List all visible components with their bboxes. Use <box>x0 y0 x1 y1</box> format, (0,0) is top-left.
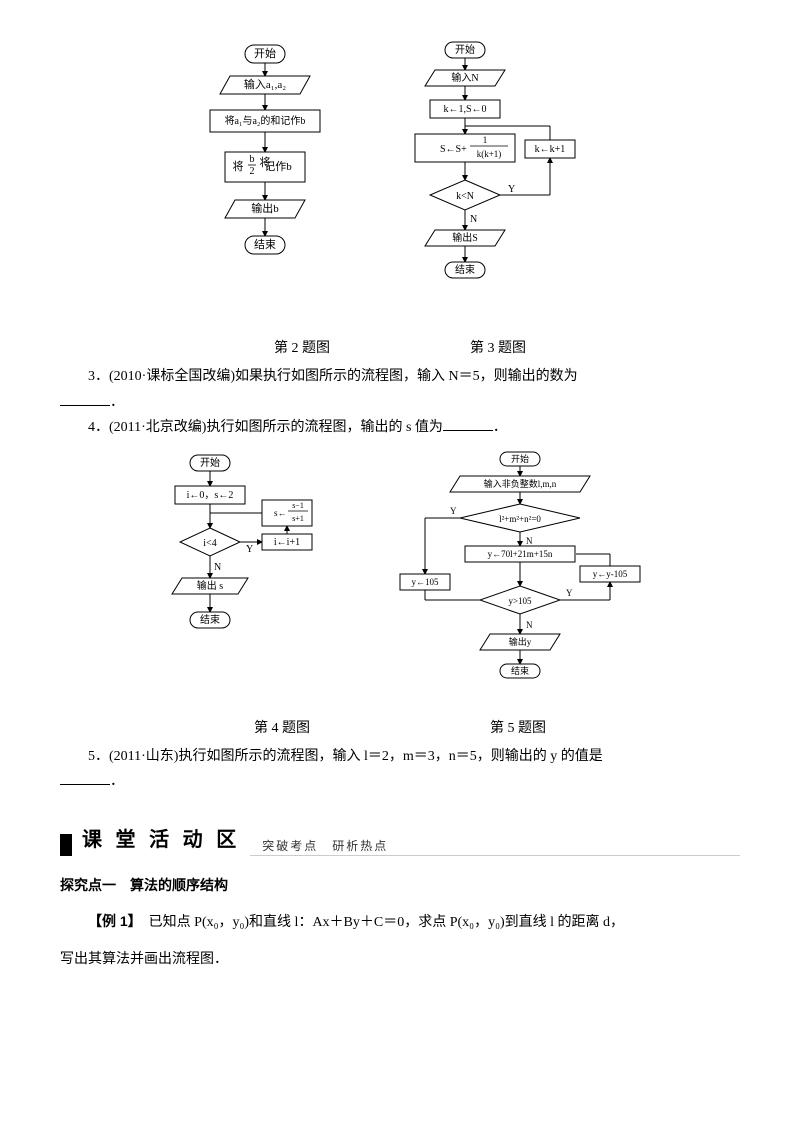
fc5-y2: Y <box>566 588 573 598</box>
fc5-output: 输出y <box>509 636 532 647</box>
svg-text:记作b: 记作b <box>264 160 292 173</box>
fc3-input: 输入N <box>451 71 478 84</box>
flowchart-row-2-3: 开始 输入a₁,a₂ 将a₁与a₂的和记作b 将 b 2 记作b 将 输出b 结… <box>60 40 740 330</box>
fc5-set105: y←105 <box>412 577 440 587</box>
fc5-calcy: y←70l+21m+15n <box>488 549 553 559</box>
svg-text:2: 2 <box>250 166 255 177</box>
section-header: 课 堂 活 动 区 突破考点 研析热点 <box>60 824 740 856</box>
fc4-output: 输出 s <box>197 579 223 592</box>
fc3-no: N <box>470 214 477 225</box>
fc4-cond: i<4 <box>203 538 216 549</box>
flowchart-3: 开始 输入N k←1,S←0 S←S+ 1 k(k+1) k<N Y k←k+1… <box>390 40 600 330</box>
question-5: 5．(2011·山东)执行如图所示的流程图，输入 l＝2，m＝3，n＝5，则输出… <box>60 746 740 768</box>
fc4-end: 结束 <box>200 613 220 626</box>
fig5-caption: 第 5 题图 <box>490 718 546 740</box>
question-4: 4．(2011·北京改编)执行如图所示的流程图，输出的 s 值为． <box>60 416 740 439</box>
example-1: 【例 1】 已知点 P(x₀，y₀)和直线 l：Ax＋By＋C＝0，求点 P(x… <box>60 910 740 934</box>
flowchart-row-4-5: 开始 i←0，s←2 i<4 Y i←i+1 s← s−1 s+1 N 输出 s… <box>60 450 740 710</box>
example-text-a: 已知点 P(x₀，y₀)和直线 l：Ax＋By＋C＝0，求点 P(x₀，y₀)到… <box>135 915 624 930</box>
svg-text:S←S+: S←S+ <box>440 144 467 155</box>
fc4-start: 开始 <box>200 456 220 469</box>
example-label: 【例 1】 <box>88 913 135 929</box>
fc2-start: 开始 <box>254 46 276 60</box>
svg-text:s−1: s−1 <box>292 501 304 510</box>
fc3-init: k←1,S←0 <box>443 104 486 115</box>
fc4-init: i←0，s←2 <box>187 490 234 501</box>
flowchart-4: 开始 i←0，s←2 i<4 Y i←i+1 s← s−1 s+1 N 输出 s… <box>150 450 330 680</box>
question-3: 3．(2010·课标全国改编)如果执行如图所示的流程图，输入 N＝5，则输出的数… <box>60 366 740 388</box>
svg-text:s+1: s+1 <box>292 514 304 523</box>
fig-labels-4-5: 第 4 题图 第 5 题图 <box>60 718 740 740</box>
fc2-end: 结束 <box>254 238 276 251</box>
fc5-end: 结束 <box>511 665 529 676</box>
fc3-end: 结束 <box>455 263 475 276</box>
fc3-inc: k←k+1 <box>535 144 566 155</box>
fc5-sub105: y←y-105 <box>593 569 628 579</box>
fc5-start: 开始 <box>511 453 529 464</box>
fig3-caption: 第 3 题图 <box>470 338 526 360</box>
example-text-b: 写出其算法并画出流程图． <box>60 949 740 971</box>
fc5-n2: N <box>526 620 533 630</box>
fig4-caption: 第 4 题图 <box>254 718 310 740</box>
flowchart-2: 开始 输入a₁,a₂ 将a₁与a₂的和记作b 将 b 2 记作b 将 输出b 结… <box>200 40 330 310</box>
section-title: 课 堂 活 动 区 <box>82 824 240 856</box>
fc3-cond: k<N <box>456 191 474 202</box>
fig2-caption: 第 2 题图 <box>274 338 330 360</box>
section-subtitle: 突破考点 研析热点 <box>258 837 392 856</box>
fc4-no: N <box>214 562 221 573</box>
fig-labels-2-3: 第 2 题图 第 3 题图 <box>60 338 740 360</box>
fc3-yes: Y <box>508 184 515 195</box>
section-divider: 突破考点 研析热点 <box>250 843 740 856</box>
fc5-y1: Y <box>450 506 457 516</box>
fc5-condy: y>105 <box>508 596 532 606</box>
section-block-icon <box>60 834 72 856</box>
fc2-input: 输入a₁,a₂ <box>244 77 286 91</box>
fc5-n1: N <box>526 536 533 546</box>
fc5-condzero: l²+m²+n²=0 <box>499 514 541 524</box>
fc5-input: 输入非负整数l,m,n <box>484 478 557 489</box>
fc3-start: 开始 <box>455 43 475 56</box>
blank-q3[interactable] <box>60 391 110 406</box>
svg-text:1: 1 <box>483 135 488 145</box>
blank-q4[interactable] <box>443 416 493 431</box>
fc4-yes: Y <box>246 544 253 555</box>
fc3-output: 输出S <box>452 231 478 244</box>
fc4-updi: i←i+1 <box>274 537 300 548</box>
flowchart-5: 开始 输入非负整数l,m,n l²+m²+n²=0 Y y←105 N y←70… <box>390 450 650 710</box>
blank-q5[interactable] <box>60 770 110 785</box>
svg-text:k(k+1): k(k+1) <box>477 149 502 159</box>
explore-heading: 探究点一 算法的顺序结构 <box>60 874 740 896</box>
svg-text:s←: s← <box>274 508 287 518</box>
svg-text:将: 将 <box>233 160 244 173</box>
fc2-output: 输出b <box>251 201 279 215</box>
fc2-sum: 将a₁与a₂的和记作b <box>225 114 306 127</box>
svg-text:b: b <box>250 154 255 165</box>
